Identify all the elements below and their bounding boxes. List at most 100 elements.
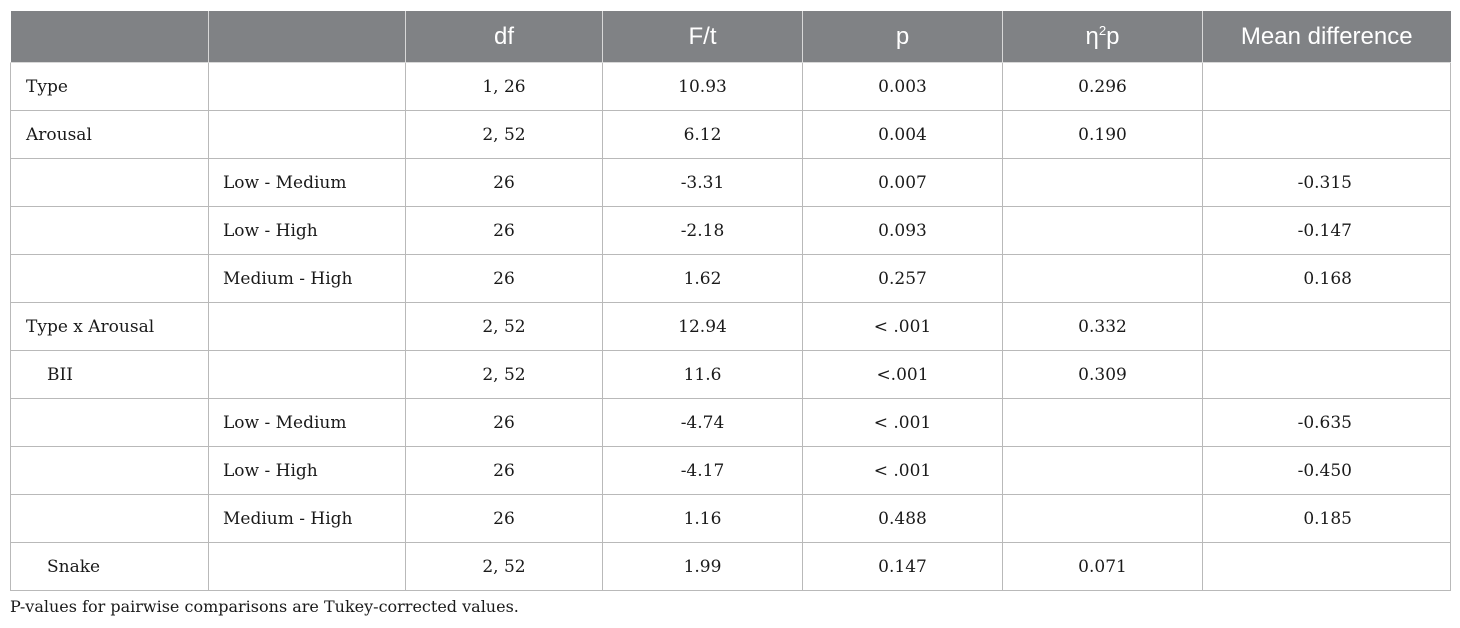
cell-p: 0.488 <box>802 494 1003 543</box>
cell-comparison <box>208 110 406 159</box>
cell-eta-squared-p: 0.332 <box>1002 302 1203 351</box>
cell-f-t: 1.16 <box>602 494 803 543</box>
table-row: Low - High 26 -4.17 < .001 -0.450 <box>10 446 1451 495</box>
cell-df: 2, 52 <box>405 542 603 591</box>
cell-eta-squared-p: 0.071 <box>1002 542 1203 591</box>
table-row: Low - Medium 26 -3.31 0.007 -0.315 <box>10 158 1451 207</box>
cell-eta-squared-p: 0.190 <box>1002 110 1203 159</box>
cell-mean-difference: -0.635 <box>1202 398 1451 447</box>
table-row: Arousal 2, 52 6.12 0.004 0.190 <box>10 110 1451 159</box>
cell-df: 2, 52 <box>405 110 603 159</box>
cell-df: 26 <box>405 254 603 303</box>
cell-eta-squared-p: 0.296 <box>1002 62 1203 111</box>
cell-eta-squared-p: 0.309 <box>1002 350 1203 399</box>
table-row: Type 1, 26 10.93 0.003 0.296 <box>10 62 1451 111</box>
cell-f-t: 10.93 <box>602 62 803 111</box>
cell-p: 0.003 <box>802 62 1003 111</box>
cell-comparison: Low - High <box>208 206 406 255</box>
cell-comparison: Medium - High <box>208 494 406 543</box>
cell-effect <box>10 206 209 255</box>
cell-f-t: -3.31 <box>602 158 803 207</box>
cell-f-t: -4.74 <box>602 398 803 447</box>
cell-comparison <box>208 62 406 111</box>
cell-p: < .001 <box>802 398 1003 447</box>
cell-mean-difference <box>1202 350 1451 399</box>
cell-p: 0.257 <box>802 254 1003 303</box>
cell-comparison: Medium - High <box>208 254 406 303</box>
header-f-t: F/t <box>602 11 803 63</box>
table-row: Type x Arousal 2, 52 12.94 < .001 0.332 <box>10 302 1451 351</box>
cell-mean-difference: 0.168 <box>1202 254 1451 303</box>
results-table: df F/t p η2p Mean difference Type 1, 26 10… <box>10 11 1451 591</box>
table-row: Low - Medium 26 -4.74 < .001 -0.635 <box>10 398 1451 447</box>
cell-df: 26 <box>405 398 603 447</box>
cell-df: 26 <box>405 158 603 207</box>
cell-effect: Type x Arousal <box>10 302 209 351</box>
cell-p: <.001 <box>802 350 1003 399</box>
table-body: Type 1, 26 10.93 0.003 0.296 Arousal 2, 52 6.12… <box>10 62 1451 591</box>
cell-f-t: 12.94 <box>602 302 803 351</box>
cell-p: 0.007 <box>802 158 1003 207</box>
cell-mean-difference: 0.185 <box>1202 494 1451 543</box>
cell-effect: Snake <box>10 542 209 591</box>
cell-eta-squared-p <box>1002 254 1203 303</box>
cell-df: 26 <box>405 446 603 495</box>
cell-effect <box>10 446 209 495</box>
cell-df: 26 <box>405 494 603 543</box>
cell-f-t: 6.12 <box>602 110 803 159</box>
cell-effect <box>10 254 209 303</box>
cell-df: 2, 52 <box>405 350 603 399</box>
cell-effect: Type <box>10 62 209 111</box>
cell-mean-difference <box>1202 542 1451 591</box>
cell-p: 0.147 <box>802 542 1003 591</box>
cell-mean-difference <box>1202 302 1451 351</box>
cell-p: < .001 <box>802 446 1003 495</box>
eta-symbol: η <box>1085 22 1099 50</box>
table-row: Medium - High 26 1.16 0.488 0.185 <box>10 494 1451 543</box>
cell-p: 0.004 <box>802 110 1003 159</box>
cell-comparison <box>208 350 406 399</box>
cell-df: 26 <box>405 206 603 255</box>
cell-f-t: -2.18 <box>602 206 803 255</box>
table-footnote: P-values for pairwise comparisons are Tu… <box>10 597 519 616</box>
cell-mean-difference: -0.450 <box>1202 446 1451 495</box>
cell-mean-difference: -0.147 <box>1202 206 1451 255</box>
cell-comparison: Low - Medium <box>208 398 406 447</box>
cell-df: 2, 52 <box>405 302 603 351</box>
cell-mean-difference <box>1202 62 1451 111</box>
header-mean-difference: Mean difference <box>1202 11 1451 63</box>
header-row: df F/t p η2p Mean difference <box>10 11 1451 63</box>
cell-df: 1, 26 <box>405 62 603 111</box>
cell-effect <box>10 398 209 447</box>
cell-eta-squared-p <box>1002 206 1203 255</box>
cell-f-t: 11.6 <box>602 350 803 399</box>
cell-f-t: -4.17 <box>602 446 803 495</box>
table-row: BII 2, 52 11.6 <.001 0.309 <box>10 350 1451 399</box>
cell-eta-squared-p <box>1002 494 1203 543</box>
cell-effect: BII <box>10 350 209 399</box>
cell-comparison: Low - High <box>208 446 406 495</box>
cell-comparison <box>208 542 406 591</box>
table-row: Low - High 26 -2.18 0.093 -0.147 <box>10 206 1451 255</box>
table-row: Snake 2, 52 1.99 0.147 0.071 <box>10 542 1451 591</box>
cell-f-t: 1.62 <box>602 254 803 303</box>
cell-p: < .001 <box>802 302 1003 351</box>
header-df: df <box>405 11 603 63</box>
header-p: p <box>802 11 1003 63</box>
header-comparison <box>208 11 406 63</box>
cell-effect <box>10 158 209 207</box>
eta-suffix: p <box>1106 22 1120 50</box>
cell-eta-squared-p <box>1002 398 1203 447</box>
cell-comparison: Low - Medium <box>208 158 406 207</box>
eta-superscript: 2 <box>1098 22 1107 38</box>
cell-eta-squared-p <box>1002 158 1203 207</box>
table-row: Medium - High 26 1.62 0.257 0.168 <box>10 254 1451 303</box>
cell-p: 0.093 <box>802 206 1003 255</box>
header-effect <box>10 11 209 63</box>
cell-comparison <box>208 302 406 351</box>
cell-mean-difference <box>1202 110 1451 159</box>
cell-effect: Arousal <box>10 110 209 159</box>
cell-f-t: 1.99 <box>602 542 803 591</box>
cell-effect <box>10 494 209 543</box>
cell-eta-squared-p <box>1002 446 1203 495</box>
